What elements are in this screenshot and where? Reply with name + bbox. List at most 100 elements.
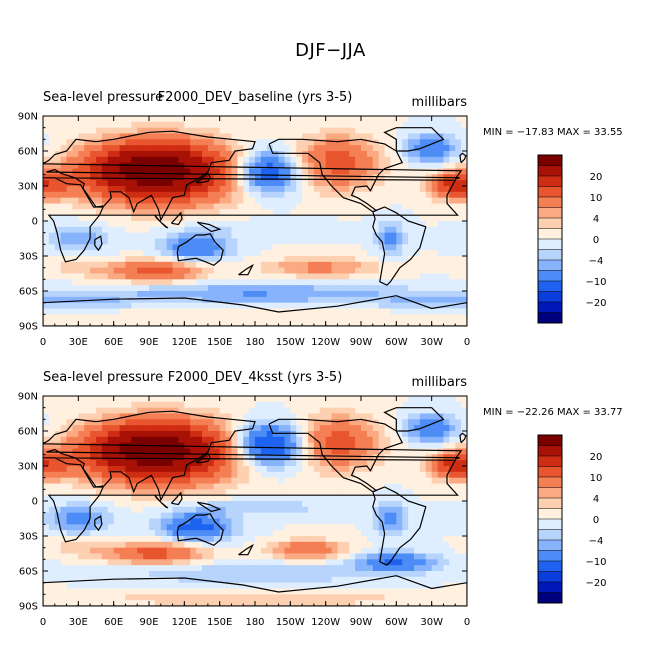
field-cell bbox=[202, 506, 209, 514]
field-cell bbox=[308, 477, 315, 484]
field-cell bbox=[60, 162, 67, 169]
field-cell bbox=[461, 145, 467, 152]
field-cell bbox=[96, 215, 103, 222]
field-cell bbox=[355, 221, 362, 228]
field-cell bbox=[355, 121, 362, 129]
field-cell bbox=[284, 121, 291, 129]
field-cell bbox=[437, 127, 444, 134]
field-cell bbox=[260, 436, 268, 444]
field-cell bbox=[443, 180, 450, 187]
field-cell bbox=[119, 407, 126, 414]
field-cell bbox=[419, 296, 427, 304]
field-cell bbox=[137, 250, 144, 257]
field-cell bbox=[378, 401, 385, 409]
field-cell bbox=[60, 448, 67, 455]
x-tick-label: 0 bbox=[464, 337, 470, 348]
field-cell bbox=[202, 244, 209, 251]
field-cell bbox=[119, 431, 126, 438]
field-cell bbox=[96, 133, 103, 140]
field-cell bbox=[113, 524, 120, 531]
field-cell bbox=[90, 279, 97, 286]
field-cell bbox=[149, 506, 156, 514]
field-cell bbox=[296, 396, 303, 403]
field-cell bbox=[84, 273, 91, 280]
field-cell bbox=[396, 419, 403, 426]
field-cell bbox=[384, 425, 391, 432]
field-cell bbox=[225, 267, 232, 274]
field-cell bbox=[131, 524, 138, 531]
field-cell bbox=[284, 436, 291, 444]
field-cell bbox=[60, 489, 67, 496]
field-cell bbox=[72, 314, 79, 321]
field-cell bbox=[90, 250, 97, 257]
field-cell bbox=[425, 442, 433, 449]
field-cell bbox=[290, 267, 297, 274]
field-cell bbox=[72, 162, 79, 169]
field-cell bbox=[84, 466, 91, 473]
field-cell bbox=[119, 238, 126, 245]
field-cell bbox=[402, 116, 409, 123]
field-cell bbox=[96, 541, 103, 549]
field-cell bbox=[243, 285, 250, 292]
field-cell bbox=[249, 250, 256, 257]
field-cell bbox=[437, 203, 444, 210]
field-cell bbox=[349, 226, 356, 234]
field-cell bbox=[184, 116, 191, 123]
field-cell bbox=[113, 232, 120, 239]
field-cell bbox=[384, 320, 391, 326]
field-cell bbox=[237, 506, 244, 514]
field-cell bbox=[443, 547, 450, 554]
field-cell bbox=[384, 547, 391, 554]
field-cell bbox=[331, 145, 338, 152]
field-cell bbox=[302, 541, 309, 549]
field-cell bbox=[60, 296, 67, 304]
field-cell bbox=[455, 571, 462, 578]
field-cell bbox=[160, 121, 168, 129]
field-cell bbox=[308, 518, 315, 525]
field-cell bbox=[207, 466, 215, 473]
field-cell bbox=[219, 495, 226, 502]
field-cell bbox=[231, 454, 238, 461]
field-cell bbox=[461, 512, 467, 519]
field-cell bbox=[431, 314, 438, 321]
field-cell bbox=[402, 565, 409, 572]
field-cell bbox=[255, 506, 262, 514]
field-cell bbox=[378, 215, 385, 222]
field-cell bbox=[349, 571, 356, 578]
field-cell bbox=[431, 524, 438, 531]
field-cell bbox=[48, 559, 56, 566]
field-cell bbox=[284, 232, 291, 239]
field-cell bbox=[225, 256, 232, 263]
field-cell bbox=[455, 396, 462, 403]
field-cell bbox=[166, 489, 173, 496]
field-cell bbox=[461, 553, 467, 560]
field-cell bbox=[313, 162, 321, 169]
field-cell bbox=[437, 477, 444, 484]
field-cell bbox=[402, 250, 409, 257]
field-cell bbox=[143, 530, 150, 537]
field-cell bbox=[84, 460, 91, 467]
field-cell bbox=[337, 232, 344, 239]
field-cell bbox=[113, 250, 120, 257]
field-cell bbox=[390, 151, 397, 158]
field-cell bbox=[202, 425, 209, 432]
field-cell bbox=[84, 209, 91, 216]
field-cell bbox=[72, 541, 79, 549]
field-cell bbox=[184, 436, 191, 444]
field-cell bbox=[225, 314, 232, 321]
field-cell bbox=[355, 541, 362, 549]
field-cell bbox=[461, 121, 467, 129]
field-cell bbox=[196, 151, 203, 158]
field-cell bbox=[313, 191, 321, 199]
field-cell bbox=[355, 139, 362, 146]
field-cell bbox=[366, 407, 374, 414]
field-cell bbox=[172, 267, 179, 274]
field-cell bbox=[249, 308, 256, 315]
field-cell bbox=[361, 396, 368, 403]
field-cell bbox=[396, 197, 403, 204]
field-cell bbox=[90, 471, 97, 479]
field-cell bbox=[231, 186, 238, 193]
field-cell bbox=[178, 501, 185, 508]
field-cell bbox=[48, 273, 56, 280]
field-cell bbox=[225, 174, 232, 181]
